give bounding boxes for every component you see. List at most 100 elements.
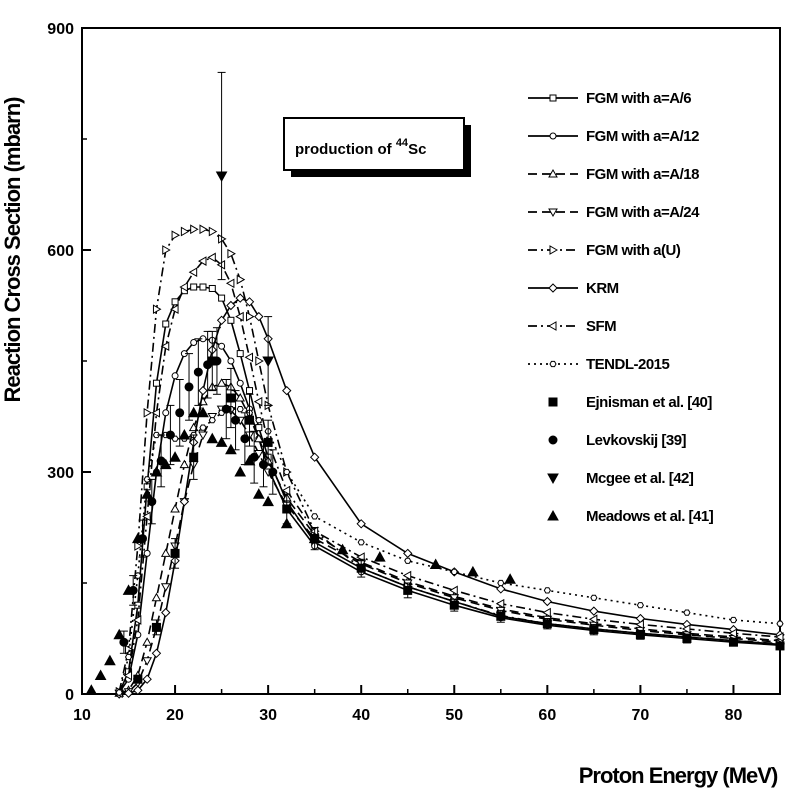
data-point (119, 637, 129, 647)
data-point (151, 592, 162, 602)
legend-item-fgm-with-a-u: FGM with a(U) (528, 242, 681, 259)
legend-marker (547, 473, 559, 485)
legend-item-krm: KRM (528, 280, 619, 297)
data-point (187, 406, 200, 418)
data-point (635, 619, 644, 630)
data-point (542, 596, 553, 607)
data-point (467, 565, 479, 577)
data-point (589, 625, 599, 635)
data-point (179, 496, 190, 507)
legend-label: FGM with a(U) (586, 242, 681, 259)
x-axis-title: Proton Energy (MeV) (579, 763, 778, 788)
series-line (118, 408, 781, 693)
legend-marker (549, 94, 557, 102)
data-point (226, 393, 236, 403)
x-tick-label: 50 (445, 707, 463, 724)
data-point (131, 532, 144, 544)
data-point (122, 584, 135, 595)
data-point (151, 622, 161, 632)
legend-item-ejnisman-et-al-40: Ejnisman et al. [40] (548, 394, 713, 411)
data-point (590, 594, 598, 601)
legend-item-tendl-2015: TENDL-2015 (528, 356, 670, 373)
data-point (496, 584, 506, 594)
data-point (133, 685, 143, 696)
data-point (161, 607, 171, 618)
data-point (357, 539, 365, 546)
data-point (170, 503, 180, 513)
annotation-text: production of 44Sc (295, 137, 426, 158)
data-point (373, 551, 386, 562)
data-point (496, 611, 506, 621)
data-point (504, 573, 516, 584)
legend-label: FGM with a=A/24 (586, 204, 700, 221)
data-point (216, 378, 227, 387)
legend-item-fgm-with-a-a-24: FGM with a=A/24 (528, 204, 701, 221)
data-point (231, 415, 241, 425)
data-point (262, 356, 274, 368)
data-point (215, 171, 228, 183)
data-point (143, 407, 153, 418)
data-point (588, 614, 598, 625)
data-point (132, 615, 142, 625)
data-point (198, 431, 208, 441)
data-point (199, 424, 207, 431)
legend-marker (548, 435, 558, 445)
data-point (175, 408, 185, 418)
data-point (215, 436, 228, 447)
data-point (143, 549, 151, 557)
data-point (776, 620, 784, 627)
data-point (429, 558, 442, 569)
legend-item-meadows-et-al-41: Meadows et al. [41] (547, 508, 714, 525)
data-point (178, 428, 191, 440)
data-point (728, 628, 737, 639)
data-point (212, 356, 222, 366)
data-point (171, 230, 181, 241)
series-mcgee-et-al-42 (215, 71, 274, 406)
legend-marker (548, 283, 558, 293)
data-point (94, 669, 107, 680)
data-point (308, 532, 321, 544)
x-tick-label: 80 (725, 707, 743, 724)
data-point (253, 396, 263, 407)
legend-item-mcgee-et-al-42: Mcgee et al. [42] (547, 470, 694, 487)
legend-label: Ejnisman et al. [40] (586, 394, 712, 411)
data-point (282, 504, 292, 514)
legend-item-sfm: SFM (528, 318, 617, 335)
data-point (218, 342, 226, 350)
legend-label: Meadows et al. [41] (586, 508, 714, 525)
data-point (681, 624, 691, 634)
annotation-box: production of 44Sc (283, 117, 471, 177)
data-point (179, 282, 188, 292)
series-line (119, 408, 781, 695)
series-fgm-with-a-a-18 (114, 378, 785, 697)
data-point (227, 316, 235, 324)
data-point (104, 654, 116, 666)
data-point (775, 641, 785, 651)
data-point (208, 226, 218, 237)
data-point (402, 570, 412, 581)
data-point (254, 311, 264, 322)
series-ejnisman-et-al-40 (133, 330, 785, 684)
x-tick-label: 30 (259, 707, 277, 724)
legend-label: FGM with a=A/12 (586, 128, 699, 145)
data-point (281, 485, 291, 496)
data-point (207, 252, 216, 263)
data-point (729, 616, 738, 624)
data-point (199, 224, 208, 235)
data-point (141, 488, 153, 499)
annotation-frame (283, 117, 465, 171)
data-point (150, 465, 163, 477)
data-point (252, 488, 265, 499)
data-point (403, 548, 413, 559)
data-point (245, 415, 255, 425)
data-point (221, 404, 231, 414)
data-point (160, 583, 171, 592)
data-point (199, 283, 207, 291)
data-point (283, 468, 291, 476)
legend-label: FGM with a=A/18 (586, 166, 699, 183)
legend-marker (548, 397, 558, 407)
data-point (449, 600, 459, 610)
data-point (160, 548, 171, 557)
data-point (180, 226, 190, 237)
data-point (115, 689, 123, 696)
